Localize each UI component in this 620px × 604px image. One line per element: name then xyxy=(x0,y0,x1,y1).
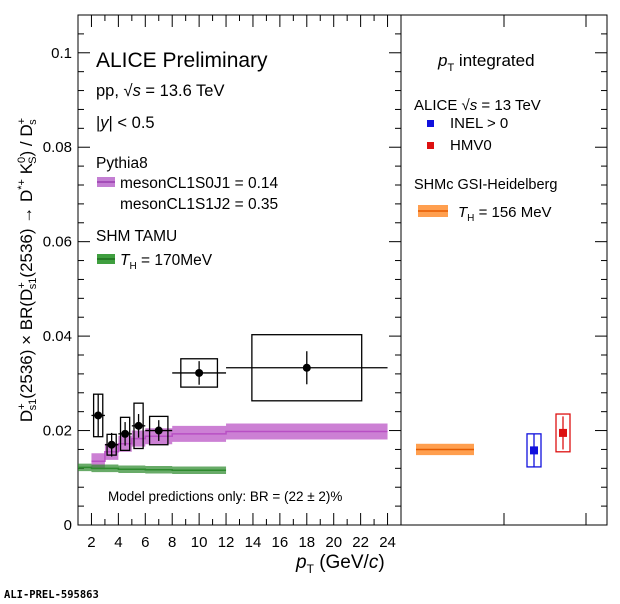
axis-ticks xyxy=(77,14,607,526)
x-tick-label: 22 xyxy=(352,534,369,551)
legend-marker-hmv0 xyxy=(427,142,434,149)
legend-group-shm-tamu: SHM TAMU xyxy=(96,228,177,245)
figure-id: ALI-PREL-595863 xyxy=(4,589,99,601)
legend-label-pythia8-2: mesonCL1S1J2 = 0.35 xyxy=(120,196,278,213)
data-point xyxy=(118,416,132,452)
alice-label: ALICE √s = 13 TeV xyxy=(414,97,541,114)
y-tick-label: 0.02 xyxy=(43,423,72,440)
legend-label-pythia8-1: mesonCL1S0J1 = 0.14 xyxy=(120,175,278,192)
y-tick-label: 0.08 xyxy=(43,139,72,156)
rapidity-cut: |y| < 0.5 xyxy=(96,114,155,132)
x-tick-label: 10 xyxy=(191,534,208,551)
data-points xyxy=(91,334,388,457)
data-point xyxy=(226,334,388,402)
y-tick-label: 0.06 xyxy=(43,234,72,251)
model-line-1 xyxy=(78,466,227,471)
marker xyxy=(94,411,103,420)
legend-marker-inel xyxy=(427,120,434,127)
x-axis-label: pT (GeV/c) xyxy=(295,552,385,576)
x-tick-label: 8 xyxy=(168,534,176,551)
model-band-1 xyxy=(78,463,227,474)
integrated-points xyxy=(416,413,571,468)
x-tick-label: 6 xyxy=(141,534,149,551)
legend-label-shm-tamu: TH = 170MeV xyxy=(120,252,213,272)
data-point xyxy=(172,358,227,388)
x-tick-label: 2 xyxy=(87,534,95,551)
data-point xyxy=(104,432,119,457)
x-tick-label: 24 xyxy=(379,534,396,551)
x-tick-label: 16 xyxy=(272,534,289,551)
x-tick-label: 14 xyxy=(245,534,262,551)
x-tick-label: 4 xyxy=(114,534,122,551)
marker xyxy=(134,421,143,430)
collision-system: pp, √s = 13.6 TeV xyxy=(96,82,224,100)
marker xyxy=(195,368,204,377)
data-point xyxy=(91,393,105,438)
legend-label-shmc: TH = 156 MeV xyxy=(458,204,552,224)
data-point xyxy=(145,415,173,446)
marker xyxy=(107,440,116,449)
marker xyxy=(121,429,130,438)
chart-title: ALICE Preliminary xyxy=(96,49,268,72)
marker xyxy=(302,363,311,372)
y-tick-labels: 0 0.02 0.04 0.06 0.08 0.1 xyxy=(43,45,72,534)
x-tick-labels: 2 4 6 8 10 12 14 16 18 20 22 24 xyxy=(87,534,396,551)
y-tick-label: 0.1 xyxy=(51,45,72,62)
model-band-0 xyxy=(91,423,388,470)
integrated-point xyxy=(526,433,542,468)
integrated-title: pT integrated xyxy=(437,51,535,74)
x-tick-label: 12 xyxy=(218,534,235,551)
model-annotation: Model predictions only: BR = (22 ± 2)% xyxy=(108,489,342,504)
legend-label-inel: INEL > 0 xyxy=(450,115,508,132)
y-tick-label: 0 xyxy=(64,517,72,534)
legend-group-pythia8: Pythia8 xyxy=(96,155,148,172)
data-point xyxy=(131,402,146,450)
marker xyxy=(154,426,163,435)
legend-group-shmc: SHMc GSI-Heidelberg xyxy=(414,177,557,193)
legend-label-hmv0: HMV0 xyxy=(450,137,492,154)
syst-box xyxy=(555,413,571,453)
y-axis-label: D+s1(2536) × BR(D+s1(2536) → D*+ K0S) / … xyxy=(16,118,39,422)
marker xyxy=(530,446,538,455)
marker xyxy=(559,428,567,437)
x-tick-label: 18 xyxy=(298,534,315,551)
integrated-point xyxy=(555,413,571,453)
x-tick-label: 20 xyxy=(325,534,342,551)
y-tick-label: 0.04 xyxy=(43,328,72,345)
